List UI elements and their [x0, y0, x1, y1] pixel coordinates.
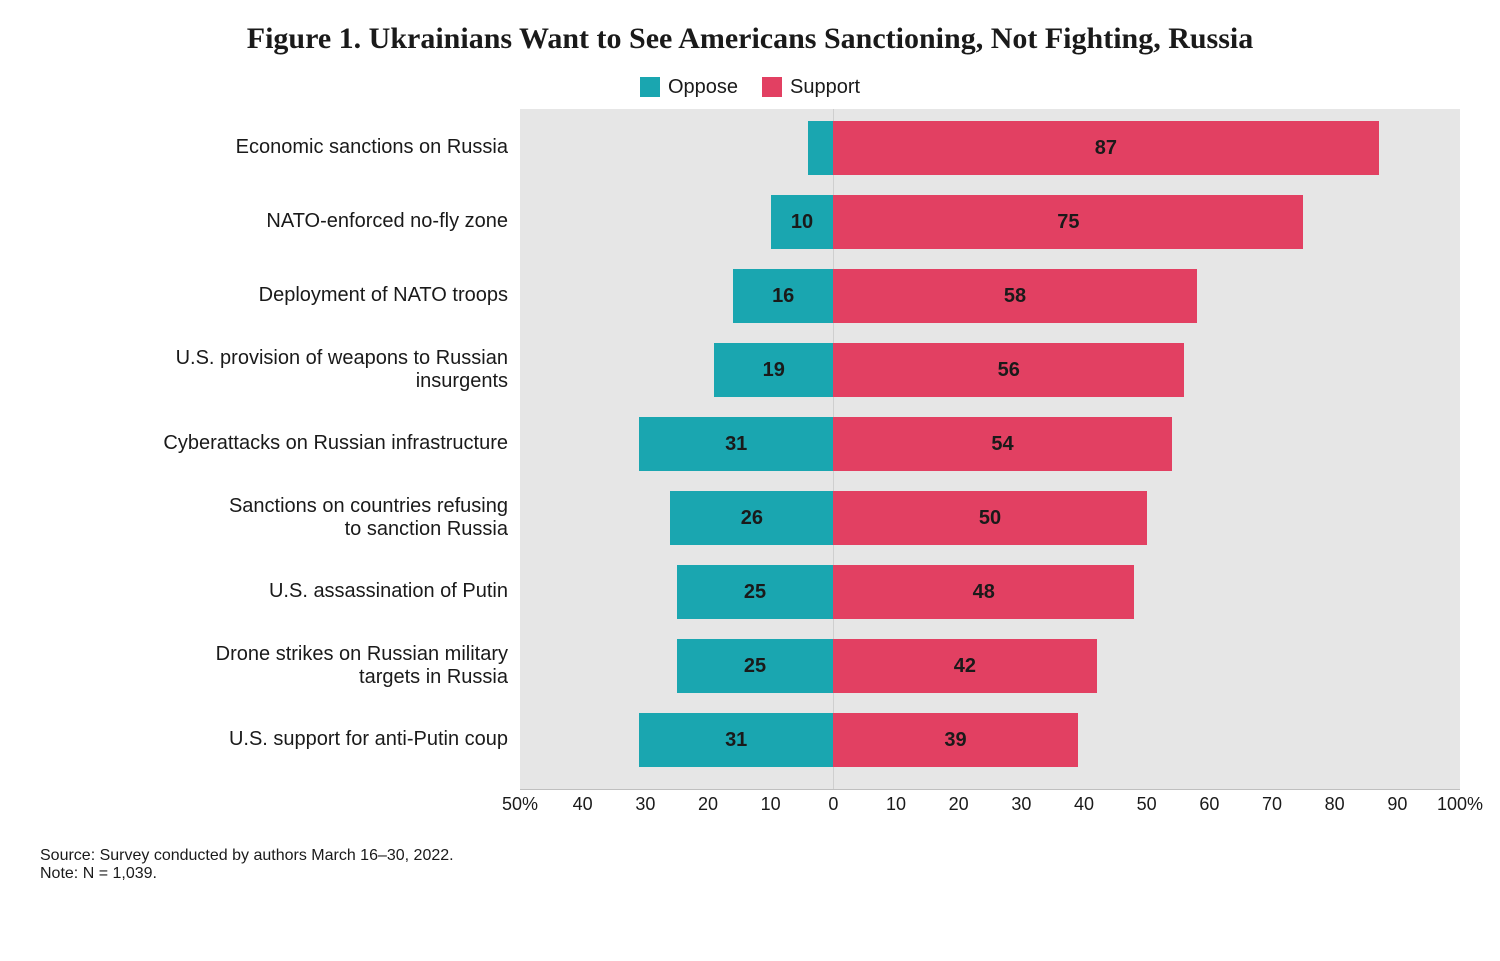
support-value: 56 — [833, 343, 1184, 397]
x-tick: 20 — [949, 794, 969, 815]
legend-item-support: Support — [762, 76, 860, 99]
oppose-bar — [808, 121, 833, 175]
x-tick: 50 — [1137, 794, 1157, 815]
oppose-value: 31 — [639, 713, 833, 767]
category-label: NATO-enforced no-fly zone — [40, 195, 520, 249]
x-axis-ticks: 50%403020100102030405060708090100% — [40, 794, 1460, 818]
x-tick: 40 — [1074, 794, 1094, 815]
x-tick: 10 — [761, 794, 781, 815]
category-label: U.S. provision of weapons to Russian ins… — [40, 343, 520, 397]
category-label: Drone strikes on Russian military target… — [40, 639, 520, 693]
chart-area: Economic sanctions on Russia 87 NATO-enfor… — [40, 109, 1460, 829]
x-tick: 10 — [886, 794, 906, 815]
oppose-value: 19 — [714, 343, 833, 397]
source-note: Source: Survey conducted by authors Marc… — [40, 847, 1460, 883]
x-tick: 90 — [1387, 794, 1407, 815]
support-value: 48 — [833, 565, 1134, 619]
category-label: Deployment of NATO troops — [40, 269, 520, 323]
x-tick: 30 — [1011, 794, 1031, 815]
x-tick: 70 — [1262, 794, 1282, 815]
oppose-value: 10 — [771, 195, 834, 249]
x-axis-line — [520, 789, 1460, 790]
support-value: 50 — [833, 491, 1146, 545]
support-value: 39 — [833, 713, 1077, 767]
oppose-value: 25 — [677, 565, 834, 619]
x-tick: 20 — [698, 794, 718, 815]
x-tick: 40 — [573, 794, 593, 815]
oppose-value: 16 — [733, 269, 833, 323]
chart-title: Figure 1. Ukrainians Want to See America… — [40, 20, 1460, 58]
support-value: 75 — [833, 195, 1303, 249]
x-tick: 50% — [502, 794, 538, 815]
x-tick: 60 — [1199, 794, 1219, 815]
legend-label-support: Support — [790, 76, 860, 99]
legend-swatch-oppose — [640, 77, 660, 97]
legend: Oppose Support — [40, 76, 1460, 99]
oppose-value: 25 — [677, 639, 834, 693]
support-value: 58 — [833, 269, 1196, 323]
x-tick: 0 — [828, 794, 838, 815]
x-tick: 30 — [635, 794, 655, 815]
oppose-value: 26 — [670, 491, 833, 545]
category-label: Sanctions on countries refusing to sanct… — [40, 491, 520, 545]
category-label: Economic sanctions on Russia — [40, 121, 520, 175]
x-tick: 100% — [1437, 794, 1483, 815]
category-label: U.S. support for anti-Putin coup — [40, 713, 520, 767]
category-label: U.S. assassination of Putin — [40, 565, 520, 619]
category-label: Cyberattacks on Russian infrastructure — [40, 417, 520, 471]
support-value: 42 — [833, 639, 1096, 693]
support-value: 54 — [833, 417, 1171, 471]
support-value: 87 — [833, 121, 1378, 175]
legend-label-oppose: Oppose — [668, 76, 738, 99]
oppose-value: 31 — [639, 417, 833, 471]
x-tick: 80 — [1325, 794, 1345, 815]
legend-item-oppose: Oppose — [640, 76, 738, 99]
legend-swatch-support — [762, 77, 782, 97]
